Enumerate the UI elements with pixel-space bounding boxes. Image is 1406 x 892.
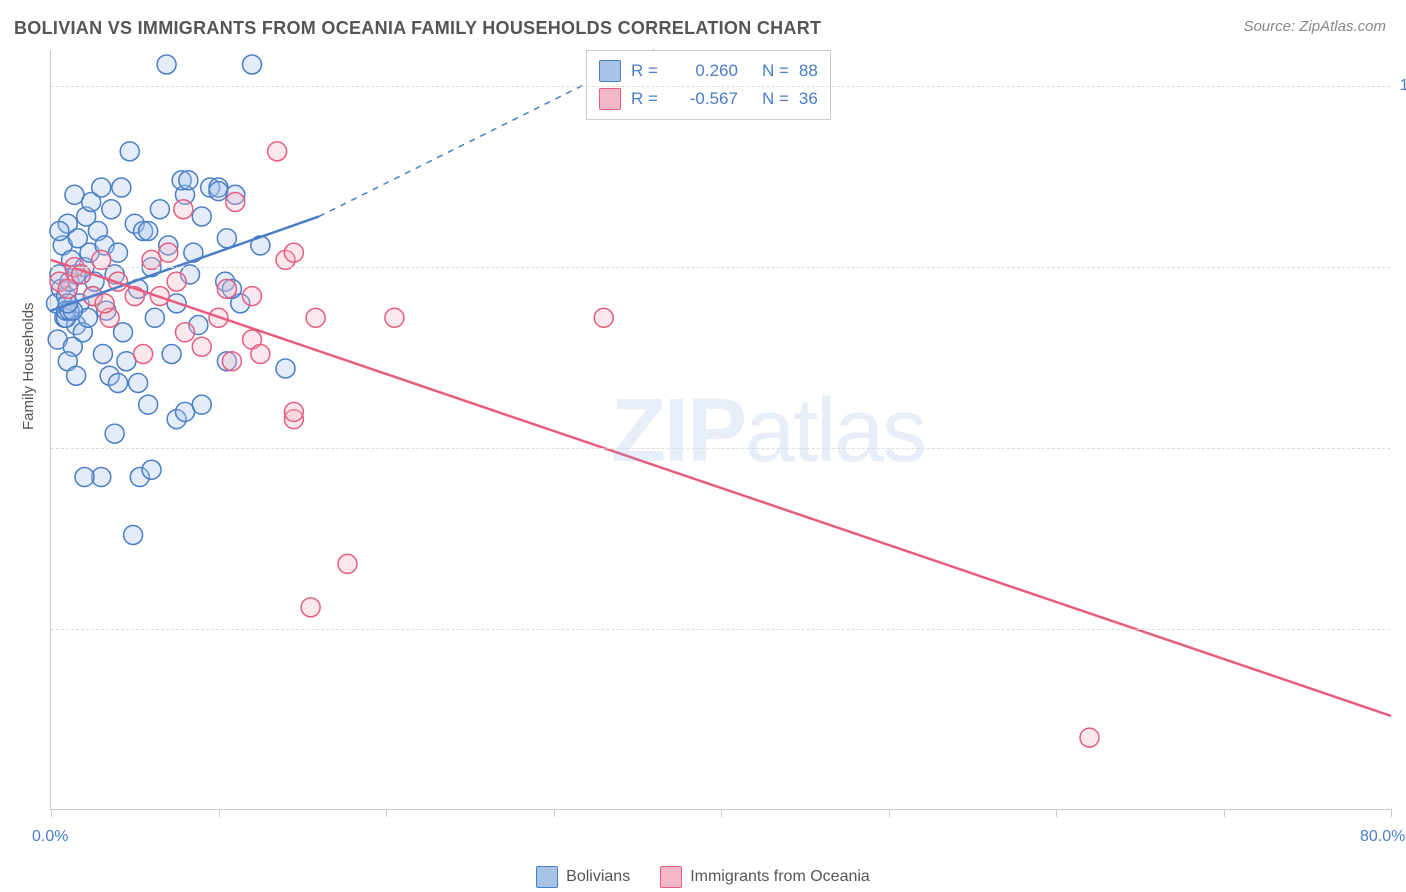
xaxis-tick bbox=[889, 809, 890, 817]
scatter-point bbox=[192, 207, 211, 226]
chart-title: BOLIVIAN VS IMMIGRANTS FROM OCEANIA FAMI… bbox=[14, 18, 821, 39]
scatter-point bbox=[284, 243, 303, 262]
scatter-point bbox=[142, 460, 161, 479]
scatter-point bbox=[124, 525, 143, 544]
scatter-point bbox=[268, 142, 287, 161]
legend-item: Bolivians bbox=[536, 866, 630, 888]
plot-svg bbox=[51, 50, 1390, 809]
scatter-point bbox=[385, 308, 404, 327]
xaxis-tick bbox=[1224, 809, 1225, 817]
scatter-point bbox=[134, 345, 153, 364]
scatter-point bbox=[222, 352, 241, 371]
xaxis-tick bbox=[386, 809, 387, 817]
scatter-point bbox=[162, 345, 181, 364]
scatter-point bbox=[243, 287, 262, 306]
scatter-point bbox=[139, 395, 158, 414]
scatter-point bbox=[594, 308, 613, 327]
yaxis-title: Family Households bbox=[20, 302, 37, 430]
xaxis-tick bbox=[1056, 809, 1057, 817]
scatter-point bbox=[105, 424, 124, 443]
xaxis-label-min: 0.0% bbox=[32, 828, 68, 846]
xaxis-tick bbox=[554, 809, 555, 817]
gridline bbox=[51, 629, 1390, 630]
series-swatch bbox=[599, 60, 621, 82]
gridline bbox=[51, 267, 1390, 268]
scatter-point bbox=[109, 373, 128, 392]
scatter-point bbox=[276, 359, 295, 378]
scatter-point bbox=[150, 200, 169, 219]
scatter-point bbox=[102, 200, 121, 219]
legend-label: Immigrants from Oceania bbox=[690, 868, 870, 886]
stat-r-value: -0.567 bbox=[668, 85, 738, 113]
scatter-point bbox=[139, 221, 158, 240]
scatter-point bbox=[251, 345, 270, 364]
xaxis-tick bbox=[51, 809, 52, 817]
stat-r-label: R = bbox=[631, 85, 658, 113]
scatter-point bbox=[338, 554, 357, 573]
scatter-point bbox=[145, 308, 164, 327]
scatter-point bbox=[192, 337, 211, 356]
gridline bbox=[51, 448, 1390, 449]
scatter-point bbox=[50, 221, 69, 240]
stat-n-value: 88 bbox=[799, 57, 818, 85]
scatter-point bbox=[192, 395, 211, 414]
scatter-point bbox=[120, 142, 139, 161]
series-swatch bbox=[599, 88, 621, 110]
scatter-point bbox=[93, 345, 112, 364]
scatter-point bbox=[301, 598, 320, 617]
scatter-point bbox=[58, 279, 77, 298]
stats-row: R = -0.567 N = 36 bbox=[599, 85, 818, 113]
stat-r-value: 0.260 bbox=[668, 57, 738, 85]
scatter-point bbox=[67, 366, 86, 385]
legend-item: Immigrants from Oceania bbox=[660, 866, 870, 888]
scatter-point bbox=[112, 178, 131, 197]
scatter-point bbox=[92, 178, 111, 197]
legend-label: Bolivians bbox=[566, 868, 630, 886]
scatter-point bbox=[167, 272, 186, 291]
stat-n-label: N = bbox=[762, 57, 789, 85]
stat-r-label: R = bbox=[631, 57, 658, 85]
scatter-point bbox=[75, 468, 94, 487]
scatter-point bbox=[179, 171, 198, 190]
scatter-point bbox=[217, 229, 236, 248]
scatter-point bbox=[226, 193, 245, 212]
scatter-point bbox=[217, 279, 236, 298]
plot-area: R =0.260N =88R =-0.567N =36 ZIPatlas 25.… bbox=[50, 50, 1390, 810]
scatter-point bbox=[284, 402, 303, 421]
scatter-point bbox=[1080, 728, 1099, 747]
scatter-point bbox=[114, 323, 133, 342]
stats-row: R = 0.260 N = 88 bbox=[599, 57, 818, 85]
gridline bbox=[51, 86, 1390, 87]
stats-legend-box: R = 0.260 N = 88 R = -0.567 N = 36 bbox=[586, 50, 831, 120]
xaxis-tick bbox=[219, 809, 220, 817]
scatter-point bbox=[95, 294, 114, 313]
scatter-point bbox=[176, 323, 195, 342]
scatter-point bbox=[243, 55, 262, 74]
scatter-point bbox=[157, 55, 176, 74]
scatter-point bbox=[129, 373, 148, 392]
series-swatch bbox=[536, 866, 558, 888]
scatter-point bbox=[209, 182, 228, 201]
chart-source: Source: ZipAtlas.com bbox=[1243, 18, 1386, 35]
series-swatch bbox=[660, 866, 682, 888]
xaxis-tick bbox=[1391, 809, 1392, 817]
scatter-point bbox=[174, 200, 193, 219]
chart-header: BOLIVIAN VS IMMIGRANTS FROM OCEANIA FAMI… bbox=[0, 0, 1406, 51]
legend-bottom: Bolivians Immigrants from Oceania bbox=[0, 866, 1406, 888]
yaxis-tick-label: 100.0% bbox=[1400, 77, 1406, 95]
scatter-point bbox=[306, 308, 325, 327]
scatter-point bbox=[159, 243, 178, 262]
trend-line bbox=[51, 260, 1391, 716]
stat-n-value: 36 bbox=[799, 85, 818, 113]
xaxis-label-max: 80.0% bbox=[1360, 828, 1405, 846]
stat-n-label: N = bbox=[762, 85, 789, 113]
xaxis-tick bbox=[721, 809, 722, 817]
